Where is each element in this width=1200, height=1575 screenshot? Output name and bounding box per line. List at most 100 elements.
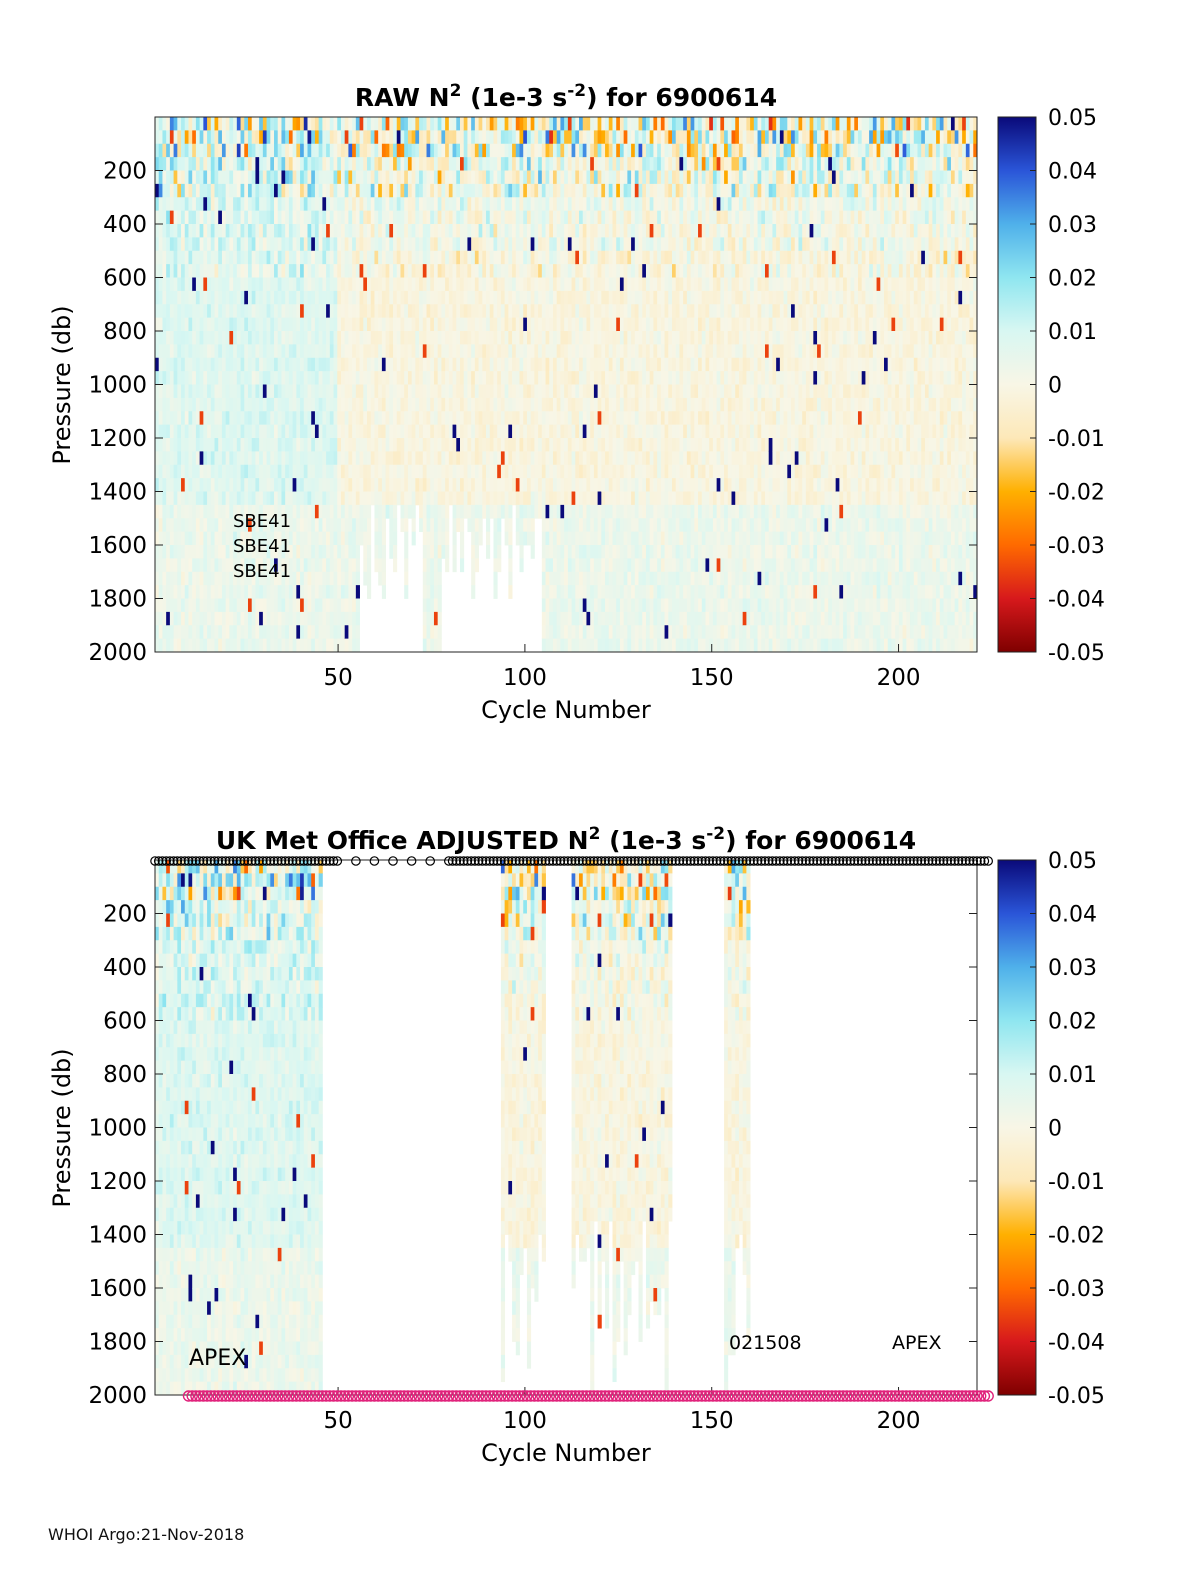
heatmap-cell: [296, 290, 301, 305]
heatmap-cell: [523, 143, 528, 158]
heatmap-cell: [288, 357, 294, 372]
heatmap-cell: [638, 558, 643, 573]
heatmap-cell: [169, 290, 174, 305]
heatmap-cell: [389, 304, 394, 319]
heatmap-cell: [545, 545, 550, 559]
heatmap-cell: [471, 264, 476, 278]
heatmap-cell: [634, 424, 639, 439]
heatmap-cell: [430, 277, 435, 292]
heatmap-cell: [337, 585, 342, 599]
heatmap-cell: [486, 331, 491, 345]
heatmap-cell: [355, 183, 360, 198]
heatmap-cell: [437, 143, 442, 158]
heatmap-cell: [552, 237, 558, 252]
heatmap-cell: [162, 504, 167, 519]
heatmap-cell: [274, 571, 279, 586]
heatmap-cell: [582, 157, 587, 171]
heatmap-cell: [247, 183, 253, 198]
heatmap-cell: [374, 451, 379, 466]
heatmap-cell: [586, 264, 591, 278]
heatmap-cell: [158, 290, 163, 305]
heatmap-cell: [474, 170, 479, 185]
heatmap-cell: [631, 611, 636, 626]
heatmap-cell: [400, 277, 405, 292]
heatmap-cell: [500, 277, 506, 292]
heatmap-cell: [155, 157, 160, 171]
heatmap-cell: [567, 290, 572, 305]
heatmap-cell: [270, 117, 275, 131]
heatmap-cell: [277, 130, 282, 145]
heatmap-cell: [508, 157, 513, 171]
heatmap-cell: [545, 331, 550, 345]
heatmap-cell: [393, 464, 398, 479]
heatmap-cell: [489, 197, 494, 212]
heatmap-cell: [582, 197, 587, 212]
heatmap-cell: [247, 478, 253, 492]
heatmap-cell: [195, 384, 201, 399]
heatmap-cell: [404, 558, 409, 573]
heatmap-cell: [285, 518, 290, 533]
heatmap-cell: [478, 224, 483, 238]
heatmap-cell: [389, 250, 394, 265]
heatmap-cell: [322, 224, 327, 238]
heatmap-cell: [404, 357, 409, 372]
heatmap-cell: [207, 317, 212, 332]
heatmap-cell: [467, 157, 472, 171]
heatmap-cell: [195, 210, 201, 225]
heatmap-cell: [504, 264, 509, 278]
heatmap-cell: [244, 585, 249, 599]
heatmap-cell: [207, 250, 212, 265]
heatmap-cell: [192, 411, 197, 426]
heatmap-cell: [195, 117, 201, 131]
heatmap-cell: [352, 197, 357, 212]
heatmap-cell: [631, 143, 636, 158]
heatmap-cell: [370, 183, 375, 198]
heatmap-cell: [218, 143, 223, 158]
heatmap-cell: [155, 331, 160, 345]
heatmap-cell: [456, 170, 461, 185]
heatmap-cell: [300, 183, 305, 198]
heatmap-cell: [571, 117, 576, 131]
heatmap-cell: [638, 478, 643, 492]
heatmap-cell: [166, 224, 171, 238]
heatmap-cell: [474, 117, 479, 131]
heatmap-cell: [407, 277, 413, 292]
heatmap-cell: [582, 143, 587, 158]
heatmap-cell: [359, 264, 364, 278]
heatmap-cell: [300, 424, 305, 439]
heatmap-cell: [285, 344, 290, 359]
heatmap-cell: [422, 585, 427, 599]
heatmap-cell: [437, 344, 442, 359]
heatmap-cell: [419, 317, 424, 332]
heatmap-cell: [259, 277, 264, 292]
heatmap-cell: [374, 264, 379, 278]
heatmap-cell: [385, 250, 390, 265]
heatmap-cell: [534, 117, 539, 131]
heatmap-cell: [515, 491, 520, 506]
heatmap-cell: [407, 371, 413, 385]
heatmap-cell: [642, 317, 647, 332]
heatmap-cell: [314, 344, 320, 359]
heatmap-cell: [348, 183, 353, 198]
heatmap-cell: [486, 451, 491, 466]
heatmap-cell: [433, 491, 439, 506]
heatmap-cell: [411, 491, 416, 506]
heatmap-cell: [549, 264, 554, 278]
heatmap-cell: [158, 237, 163, 252]
heatmap-cell: [552, 384, 558, 399]
heatmap-cell: [199, 290, 204, 305]
heatmap-cell: [255, 371, 260, 385]
heatmap-cell: [214, 224, 219, 238]
heatmap-cell: [329, 585, 334, 599]
heatmap-cell: [422, 237, 427, 252]
heatmap-cell: [262, 424, 267, 439]
heatmap-cell: [515, 464, 520, 479]
heatmap-cell: [593, 210, 599, 225]
heatmap-cell: [244, 504, 249, 519]
heatmap-cell: [631, 130, 636, 145]
heatmap-cell: [512, 478, 517, 492]
heatmap-cell: [597, 531, 602, 546]
heatmap-cell: [259, 491, 264, 506]
heatmap-cell: [363, 451, 368, 466]
heatmap-cell: [504, 531, 509, 546]
